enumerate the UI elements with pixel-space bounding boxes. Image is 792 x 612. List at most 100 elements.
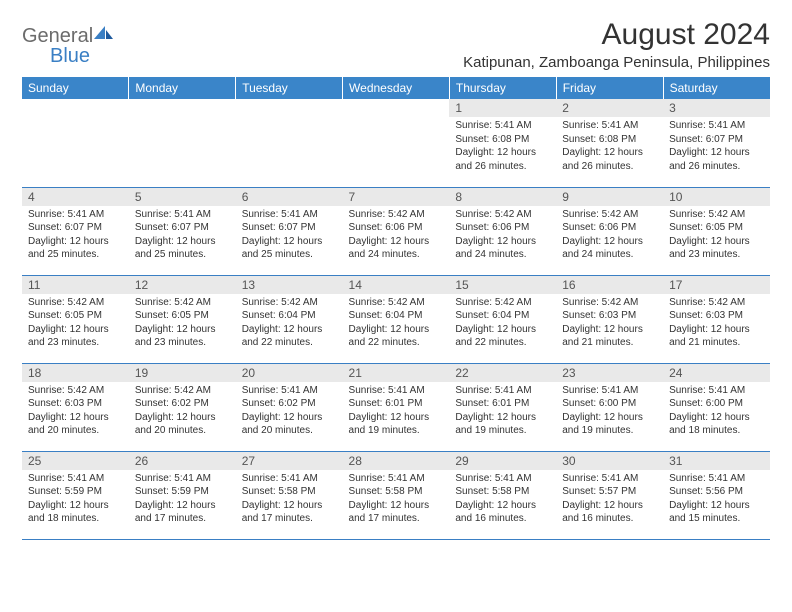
calendar-cell	[236, 99, 343, 187]
day-number: 18	[22, 364, 129, 382]
day-details: Sunrise: 5:42 AMSunset: 6:04 PMDaylight:…	[343, 294, 450, 354]
day-details: Sunrise: 5:41 AMSunset: 5:58 PMDaylight:…	[449, 470, 556, 530]
calendar-row: 11Sunrise: 5:42 AMSunset: 6:05 PMDayligh…	[22, 275, 770, 363]
day-number: 4	[22, 188, 129, 206]
day-details	[343, 103, 450, 109]
day-details: Sunrise: 5:42 AMSunset: 6:06 PMDaylight:…	[343, 206, 450, 266]
day-details	[129, 103, 236, 109]
calendar-cell: 29Sunrise: 5:41 AMSunset: 5:58 PMDayligh…	[449, 451, 556, 539]
calendar-cell: 13Sunrise: 5:42 AMSunset: 6:04 PMDayligh…	[236, 275, 343, 363]
day-number: 8	[449, 188, 556, 206]
day-details: Sunrise: 5:41 AMSunset: 5:58 PMDaylight:…	[343, 470, 450, 530]
location-subtitle: Katipunan, Zamboanga Peninsula, Philippi…	[463, 54, 770, 71]
day-number: 31	[663, 452, 770, 470]
day-details	[236, 103, 343, 109]
calendar-cell: 6Sunrise: 5:41 AMSunset: 6:07 PMDaylight…	[236, 187, 343, 275]
day-number: 5	[129, 188, 236, 206]
day-number: 24	[663, 364, 770, 382]
calendar-cell: 26Sunrise: 5:41 AMSunset: 5:59 PMDayligh…	[129, 451, 236, 539]
calendar-cell: 19Sunrise: 5:42 AMSunset: 6:02 PMDayligh…	[129, 363, 236, 451]
day-number: 27	[236, 452, 343, 470]
calendar-cell: 15Sunrise: 5:42 AMSunset: 6:04 PMDayligh…	[449, 275, 556, 363]
day-details: Sunrise: 5:42 AMSunset: 6:03 PMDaylight:…	[556, 294, 663, 354]
day-header: Thursday	[449, 77, 556, 99]
header: GeneralBlue August 2024 Katipunan, Zambo…	[22, 18, 770, 71]
day-number: 29	[449, 452, 556, 470]
logo-text-blue: Blue	[50, 45, 90, 67]
calendar-cell	[22, 99, 129, 187]
day-details: Sunrise: 5:42 AMSunset: 6:02 PMDaylight:…	[129, 382, 236, 442]
calendar-row: 4 Sunrise: 5:41 AMSunset: 6:07 PMDaylight…	[22, 187, 770, 275]
day-number: 21	[343, 364, 450, 382]
calendar-cell: 25Sunrise: 5:41 AMSunset: 5:59 PMDayligh…	[22, 451, 129, 539]
calendar-row: 18Sunrise: 5:42 AMSunset: 6:03 PMDayligh…	[22, 363, 770, 451]
calendar-cell: 18Sunrise: 5:42 AMSunset: 6:03 PMDayligh…	[22, 363, 129, 451]
day-details: Sunrise: 5:41 AMSunset: 5:59 PMDaylight:…	[22, 470, 129, 530]
day-number: 20	[236, 364, 343, 382]
calendar-page: GeneralBlue August 2024 Katipunan, Zambo…	[0, 0, 792, 540]
calendar-cell: 8Sunrise: 5:42 AMSunset: 6:06 PMDaylight…	[449, 187, 556, 275]
calendar-cell: 10Sunrise: 5:42 AMSunset: 6:05 PMDayligh…	[663, 187, 770, 275]
day-number: 2	[556, 99, 663, 117]
calendar-cell: 5Sunrise: 5:41 AMSunset: 6:07 PMDaylight…	[129, 187, 236, 275]
day-details: Sunrise: 5:41 AMSunset: 6:07 PMDaylight:…	[663, 117, 770, 177]
day-number: 9	[556, 188, 663, 206]
day-details: Sunrise: 5:41 AMSunset: 6:01 PMDaylight:…	[449, 382, 556, 442]
calendar-cell: 20Sunrise: 5:41 AMSunset: 6:02 PMDayligh…	[236, 363, 343, 451]
day-number: 22	[449, 364, 556, 382]
day-details: Sunrise: 5:41 AMSunset: 6:02 PMDaylight:…	[236, 382, 343, 442]
calendar-cell: 21Sunrise: 5:41 AMSunset: 6:01 PMDayligh…	[343, 363, 450, 451]
day-header-row: Sunday Monday Tuesday Wednesday Thursday…	[22, 77, 770, 99]
calendar-row: 25Sunrise: 5:41 AMSunset: 5:59 PMDayligh…	[22, 451, 770, 539]
day-header: Sunday	[22, 77, 129, 99]
day-details: Sunrise: 5:41 AMSunset: 6:07 PMDaylight:…	[236, 206, 343, 266]
day-details: Sunrise: 5:42 AMSunset: 6:05 PMDaylight:…	[22, 294, 129, 354]
calendar-row: 1Sunrise: 5:41 AMSunset: 6:08 PMDaylight…	[22, 99, 770, 187]
day-number: 23	[556, 364, 663, 382]
day-number: 26	[129, 452, 236, 470]
day-details: Sunrise: 5:42 AMSunset: 6:04 PMDaylight:…	[449, 294, 556, 354]
day-number: 14	[343, 276, 450, 294]
month-title: August 2024	[463, 18, 770, 52]
calendar-cell: 24Sunrise: 5:41 AMSunset: 6:00 PMDayligh…	[663, 363, 770, 451]
day-details: Sunrise: 5:41 AMSunset: 6:08 PMDaylight:…	[556, 117, 663, 177]
day-details: Sunrise: 5:42 AMSunset: 6:06 PMDaylight:…	[449, 206, 556, 266]
calendar-cell: 17Sunrise: 5:42 AMSunset: 6:03 PMDayligh…	[663, 275, 770, 363]
calendar-body: 1Sunrise: 5:41 AMSunset: 6:08 PMDaylight…	[22, 99, 770, 539]
day-details: Sunrise: 5:41 AMSunset: 5:56 PMDaylight:…	[663, 470, 770, 530]
day-number: 1	[449, 99, 556, 117]
day-details: Sunrise: 5:41 AMSunset: 6:00 PMDaylight:…	[663, 382, 770, 442]
calendar-cell: 31Sunrise: 5:41 AMSunset: 5:56 PMDayligh…	[663, 451, 770, 539]
calendar-cell: 14Sunrise: 5:42 AMSunset: 6:04 PMDayligh…	[343, 275, 450, 363]
day-number: 17	[663, 276, 770, 294]
day-details: Sunrise: 5:42 AMSunset: 6:03 PMDaylight:…	[22, 382, 129, 442]
logo-text-general: General	[22, 25, 93, 47]
day-number: 16	[556, 276, 663, 294]
calendar-cell: 9Sunrise: 5:42 AMSunset: 6:06 PMDaylight…	[556, 187, 663, 275]
day-header: Tuesday	[236, 77, 343, 99]
day-number: 6	[236, 188, 343, 206]
day-number: 11	[22, 276, 129, 294]
day-details: Sunrise: 5:41 AMSunset: 6:00 PMDaylight:…	[556, 382, 663, 442]
day-number: 30	[556, 452, 663, 470]
calendar-cell: 1Sunrise: 5:41 AMSunset: 6:08 PMDaylight…	[449, 99, 556, 187]
title-block: August 2024 Katipunan, Zamboanga Peninsu…	[463, 18, 770, 71]
day-number: 28	[343, 452, 450, 470]
day-number: 15	[449, 276, 556, 294]
calendar-cell: 28Sunrise: 5:41 AMSunset: 5:58 PMDayligh…	[343, 451, 450, 539]
calendar-cell: 11Sunrise: 5:42 AMSunset: 6:05 PMDayligh…	[22, 275, 129, 363]
calendar-cell: 16Sunrise: 5:42 AMSunset: 6:03 PMDayligh…	[556, 275, 663, 363]
calendar-cell: 2Sunrise: 5:41 AMSunset: 6:08 PMDaylight…	[556, 99, 663, 187]
day-number: 3	[663, 99, 770, 117]
calendar-cell	[343, 99, 450, 187]
day-details: Sunrise: 5:41 AMSunset: 5:58 PMDaylight:…	[236, 470, 343, 530]
calendar-cell: 30Sunrise: 5:41 AMSunset: 5:57 PMDayligh…	[556, 451, 663, 539]
day-details: Sunrise: 5:41 AMSunset: 5:57 PMDaylight:…	[556, 470, 663, 530]
day-details: Sunrise: 5:42 AMSunset: 6:05 PMDaylight:…	[663, 206, 770, 266]
calendar-cell: 4Sunrise: 5:41 AMSunset: 6:07 PMDaylight…	[22, 187, 129, 275]
day-details: Sunrise: 5:42 AMSunset: 6:05 PMDaylight:…	[129, 294, 236, 354]
day-number: 19	[129, 364, 236, 382]
day-header: Monday	[129, 77, 236, 99]
day-details: Sunrise: 5:41 AMSunset: 5:59 PMDaylight:…	[129, 470, 236, 530]
day-details: Sunrise: 5:41 AMSunset: 6:01 PMDaylight:…	[343, 382, 450, 442]
